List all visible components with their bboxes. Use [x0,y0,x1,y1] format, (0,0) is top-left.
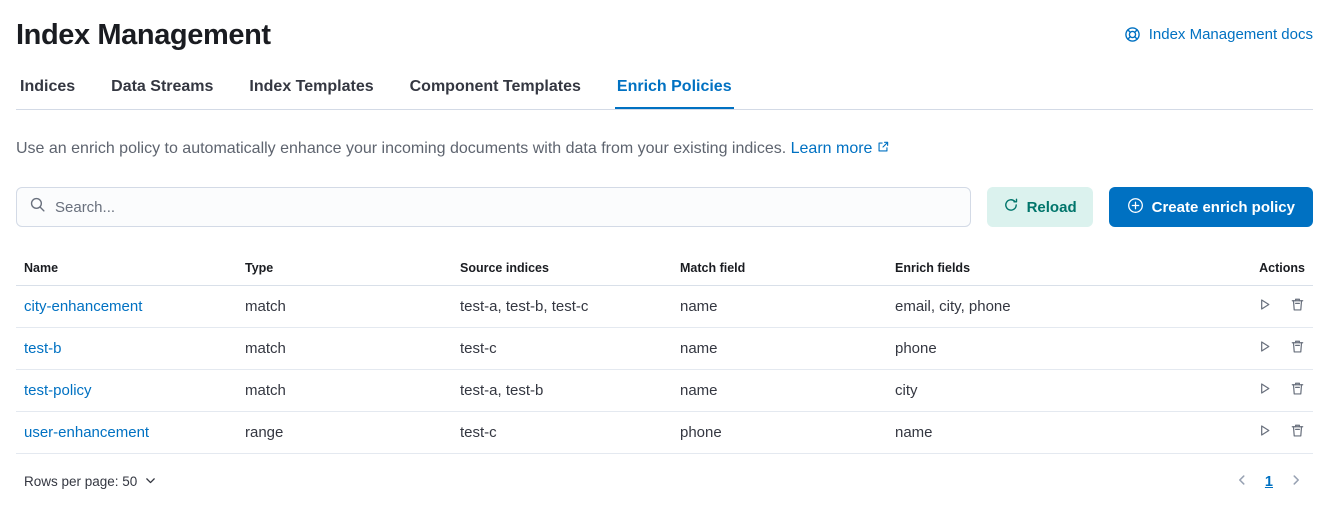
next-page-button[interactable] [1287,471,1305,492]
policy-type-cell: match [237,369,452,412]
policy-source-indices-cell: test-a, test-b, test-c [452,285,672,328]
policy-name-link[interactable]: test-b [24,340,62,357]
column-header-name: Name [16,251,237,286]
description-text: Use an enrich policy to automatically en… [16,140,787,157]
lifebuoy-icon [1124,26,1141,43]
learn-more-link[interactable]: Learn more [791,140,891,157]
external-link-icon [872,140,890,157]
table-footer: Rows per page: 50 1 [16,471,1313,492]
tab-bar: Indices Data Streams Index Templates Com… [16,66,1313,110]
policy-match-field-cell: name [672,327,887,370]
page-header: Index Management Index Management docs [16,16,1313,54]
policy-enrich-fields-cell: phone [887,327,1229,370]
enrich-policies-description: Use an enrich policy to automatically en… [16,137,1313,161]
trash-icon [1290,339,1305,357]
delete-policy-button[interactable] [1290,381,1305,399]
table-row: city-enhancement match test-a, test-b, t… [16,285,1313,328]
play-icon [1257,339,1272,357]
play-icon [1257,381,1272,399]
index-management-page: Index Management Index Management docs I… [16,16,1313,492]
policy-enrich-fields-cell: name [887,411,1229,454]
play-icon [1257,423,1272,441]
page-title: Index Management [16,19,271,51]
plus-in-circle-icon [1127,197,1144,218]
docs-link-label: Index Management docs [1148,26,1313,43]
trash-icon [1290,381,1305,399]
tab-indices[interactable]: Indices [20,78,76,95]
policy-name-link[interactable]: test-policy [24,382,92,399]
search-input[interactable] [55,198,958,216]
column-header-enrich-fields: Enrich fields [887,251,1229,286]
policy-source-indices-cell: test-c [452,411,672,454]
table-row: test-policy match test-a, test-b name ci… [16,369,1313,412]
reload-button[interactable]: Reload [986,187,1093,227]
table-header-row: Name Type Source indices Match field Enr… [16,251,1313,286]
delete-policy-button[interactable] [1290,297,1305,315]
tab-data-streams[interactable]: Data Streams [111,78,214,95]
policy-type-cell: match [237,327,452,370]
execute-policy-button[interactable] [1257,381,1272,399]
policy-match-field-cell: name [672,369,887,412]
execute-policy-button[interactable] [1257,339,1272,357]
docs-link[interactable]: Index Management docs [1124,26,1313,43]
column-header-type: Type [237,251,452,286]
trash-icon [1290,297,1305,315]
policy-match-field-cell: name [672,285,887,328]
search-box[interactable] [16,187,971,227]
table-row: test-b match test-c name phone [16,327,1313,370]
column-header-actions: Actions [1229,251,1313,286]
chevron-down-icon [144,474,157,490]
tab-component-templates[interactable]: Component Templates [409,78,581,95]
chevron-right-icon [1289,473,1303,490]
column-header-source-indices: Source indices [452,251,672,286]
chevron-left-icon [1235,473,1249,490]
learn-more-label: Learn more [790,140,873,157]
rows-per-page-label: Rows per page: 50 [24,474,138,489]
policy-source-indices-cell: test-c [452,327,672,370]
trash-icon [1290,423,1305,441]
enrich-policies-table: Name Type Source indices Match field Enr… [16,251,1313,454]
previous-page-button[interactable] [1233,471,1251,492]
tab-enrich-policies[interactable]: Enrich Policies [615,66,734,109]
table-row: user-enhancement range test-c phone name [16,411,1313,454]
toolbar: Reload Create enrich policy [16,187,1313,227]
create-button-label: Create enrich policy [1151,198,1295,216]
page-number-button[interactable]: 1 [1261,472,1277,492]
policy-name-link[interactable]: city-enhancement [24,298,143,315]
tab-index-templates[interactable]: Index Templates [249,78,374,95]
column-header-match-field: Match field [672,251,887,286]
create-enrich-policy-button[interactable]: Create enrich policy [1108,187,1313,227]
policy-enrich-fields-cell: email, city, phone [887,285,1229,328]
play-icon [1257,297,1272,315]
pagination: 1 [1233,471,1305,492]
policy-source-indices-cell: test-a, test-b [452,369,672,412]
refresh-icon [1003,197,1019,217]
delete-policy-button[interactable] [1290,423,1305,441]
reload-button-label: Reload [1026,198,1077,216]
rows-per-page-selector[interactable]: Rows per page: 50 [24,474,157,490]
delete-policy-button[interactable] [1290,339,1305,357]
policy-enrich-fields-cell: city [887,369,1229,412]
search-icon [29,196,46,218]
policy-match-field-cell: phone [672,411,887,454]
policy-name-link[interactable]: user-enhancement [24,424,150,441]
policy-type-cell: match [237,285,452,328]
execute-policy-button[interactable] [1257,297,1272,315]
execute-policy-button[interactable] [1257,423,1272,441]
policy-type-cell: range [237,411,452,454]
